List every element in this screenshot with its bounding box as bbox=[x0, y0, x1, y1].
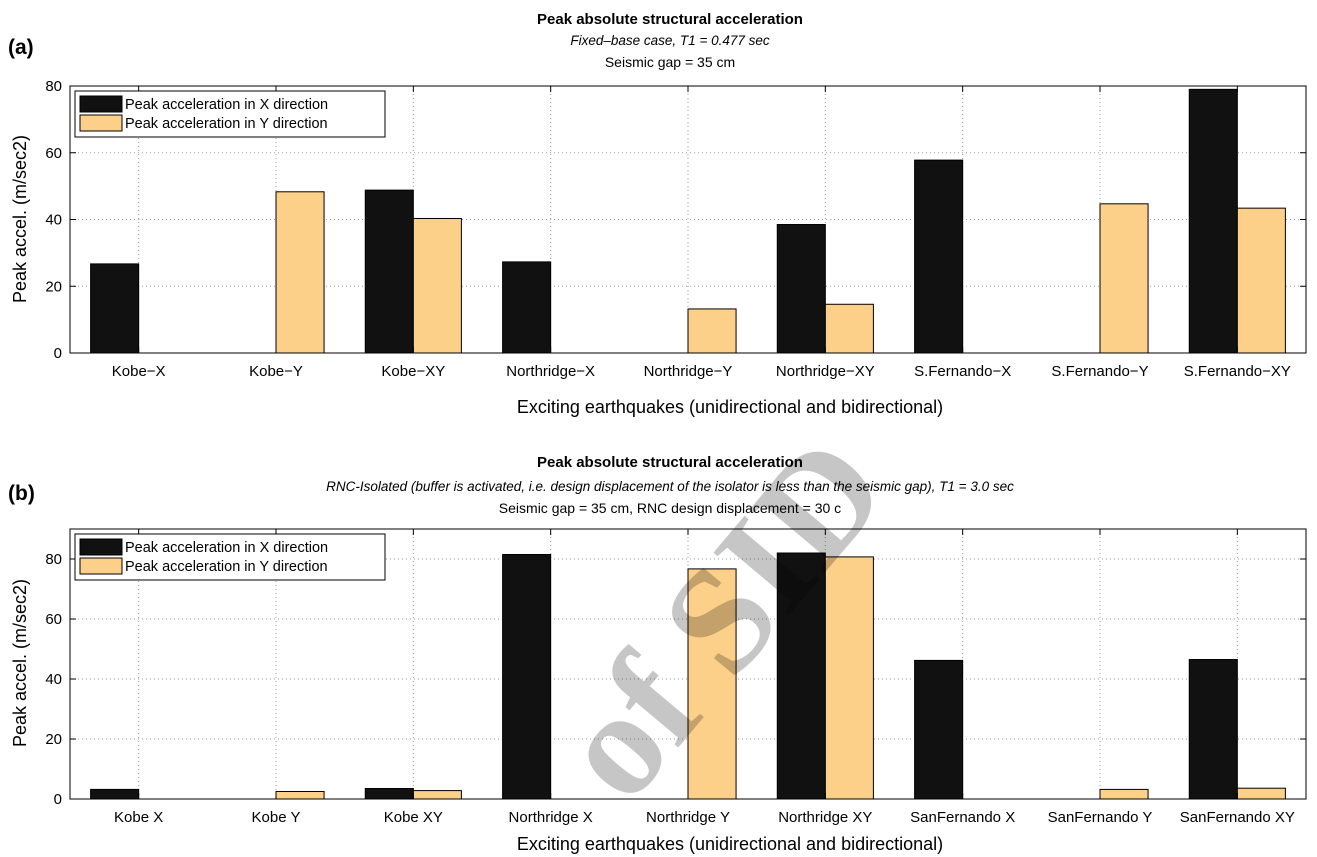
x-tick-label: SanFernando X bbox=[910, 809, 1015, 826]
panel-a-bar-x-8 bbox=[1188, 88, 1238, 354]
panel-a-bar-x-2 bbox=[364, 189, 414, 354]
panel-b-bar-y-5 bbox=[824, 556, 874, 800]
legend-label-x: Peak acceleration in X direction bbox=[125, 540, 328, 556]
legend-swatch-x bbox=[79, 538, 123, 556]
panel-a-title: Peak absolute structural acceleration bbox=[537, 11, 803, 28]
x-tick-label: Kobe−XY bbox=[381, 363, 445, 380]
x-tick-label: Northridge X bbox=[509, 809, 593, 826]
y-tick-label: 60 bbox=[45, 611, 62, 628]
legend-box bbox=[74, 90, 386, 138]
y-tick-label: 80 bbox=[45, 551, 62, 568]
x-tick-label: Kobe X bbox=[114, 809, 163, 826]
panel-b-subtitle2: Seismic gap = 35 cm, RNC design displace… bbox=[499, 500, 841, 516]
panel-a-bar-y-8 bbox=[1236, 207, 1286, 354]
y-tick-label: 0 bbox=[54, 791, 62, 808]
panel-a-bar-y-1 bbox=[275, 191, 325, 354]
panel-b-bars bbox=[90, 552, 1286, 800]
panel-a-bar-y-5 bbox=[824, 303, 874, 354]
panel-b-label: (b) bbox=[8, 482, 35, 505]
x-tick-label: Northridge Y bbox=[646, 809, 730, 826]
panel-a-xlabel: Exciting earthquakes (unidirectional and… bbox=[517, 397, 943, 417]
legend-label-x: Peak acceleration in X direction bbox=[125, 97, 328, 113]
panel-b-bar-y-7 bbox=[1099, 788, 1149, 800]
panel-b-bar-x-8 bbox=[1188, 659, 1238, 800]
y-tick-label: 0 bbox=[54, 345, 62, 362]
y-tick-label: 40 bbox=[45, 671, 62, 688]
panel-b-bar-x-2 bbox=[364, 788, 414, 800]
panel-a-subtitle2: Seismic gap = 35 cm bbox=[605, 54, 735, 70]
panel-b-bar-y-1 bbox=[275, 791, 325, 800]
x-tick-label: S.Fernando−XY bbox=[1184, 363, 1291, 380]
panel-a-bar-x-0 bbox=[90, 263, 140, 354]
panel-b-bar-y-2 bbox=[412, 790, 462, 800]
x-tick-label: Northridge XY bbox=[778, 809, 872, 826]
y-tick-label: 20 bbox=[45, 278, 62, 295]
panel-a-plot: 0 20 40 60 80 Kobe−X Kobe−Y Kobe−XY Northridge−X… bbox=[45, 78, 1307, 380]
y-tick-label: 80 bbox=[45, 78, 62, 95]
legend-swatch-y bbox=[79, 114, 123, 132]
x-tick-label: Kobe Y bbox=[252, 809, 301, 826]
y-tick-label: 60 bbox=[45, 145, 62, 162]
panel-a: (a) Peak absolute structural acceleratio… bbox=[8, 11, 1307, 417]
panel-b-bar-x-0 bbox=[90, 788, 140, 800]
panel-a-x-ticks: Kobe−X Kobe−Y Kobe−XY Northridge−X Northridg… bbox=[112, 86, 1291, 380]
panel-a-subtitle: Fixed–base case, T1 = 0.477 sec bbox=[570, 33, 769, 48]
panel-b-title: Peak absolute structural acceleration bbox=[537, 454, 803, 471]
panel-a-bar-y-4 bbox=[687, 308, 737, 354]
panel-b-bar-y-8 bbox=[1236, 787, 1286, 800]
y-tick-label: 40 bbox=[45, 212, 62, 229]
x-tick-label: Northridge−X bbox=[506, 363, 595, 380]
x-tick-label: S.Fernando−Y bbox=[1051, 363, 1148, 380]
x-tick-label: S.Fernando−X bbox=[914, 363, 1011, 380]
panel-a-bars bbox=[90, 88, 1286, 354]
legend-box bbox=[74, 533, 386, 581]
panel-b-legend: Peak acceleration in X direction Peak acc… bbox=[74, 533, 386, 581]
panel-a-legend: Peak acceleration in X direction Peak acc… bbox=[74, 90, 386, 138]
panel-b-xlabel: Exciting earthquakes (unidirectional and… bbox=[517, 834, 943, 854]
x-tick-label: SanFernando XY bbox=[1180, 809, 1295, 826]
legend-label-y: Peak acceleration in Y direction bbox=[125, 116, 328, 132]
panel-b: (b) Peak absolute structural acceleratio… bbox=[8, 454, 1307, 854]
panel-a-bar-y-2 bbox=[412, 217, 462, 354]
panel-b-x-ticks: Kobe X Kobe Y Kobe XY Northridge X Northridg… bbox=[114, 529, 1295, 826]
panel-a-ylabel: Peak accel. (m/sec2) bbox=[10, 135, 30, 303]
x-tick-label: Kobe−X bbox=[112, 363, 166, 380]
x-tick-label: SanFernando Y bbox=[1048, 809, 1153, 826]
panel-b-bar-x-3 bbox=[502, 554, 552, 800]
panel-a-bar-x-5 bbox=[776, 224, 826, 354]
panel-b-plot: 0 20 40 60 80 Kobe X Kobe Y Kobe XY Northridge X… bbox=[45, 528, 1307, 826]
panel-a-bar-x-6 bbox=[914, 159, 964, 354]
panel-a-bar-y-7 bbox=[1099, 203, 1149, 354]
x-tick-label: Kobe−Y bbox=[249, 363, 303, 380]
panel-a-bar-x-3 bbox=[502, 261, 552, 354]
x-tick-label: Northridge−XY bbox=[776, 363, 875, 380]
panel-a-label: (a) bbox=[8, 36, 34, 59]
panel-b-y-ticks: 0 20 40 60 80 bbox=[45, 551, 1306, 808]
legend-label-y: Peak acceleration in Y direction bbox=[125, 559, 328, 575]
legend-swatch-x bbox=[79, 95, 123, 113]
x-tick-label: Kobe XY bbox=[384, 809, 443, 826]
panel-b-ylabel: Peak accel. (m/sec2) bbox=[10, 579, 30, 747]
y-tick-label: 20 bbox=[45, 731, 62, 748]
panel-b-subtitle: RNC-Isolated (buffer is activated, i.e. … bbox=[326, 479, 1014, 494]
panel-b-bar-x-6 bbox=[914, 659, 964, 800]
legend-swatch-y bbox=[79, 557, 123, 575]
x-tick-label: Northridge−Y bbox=[644, 363, 733, 380]
panel-a-y-ticks: 0 20 40 60 80 bbox=[45, 78, 1306, 362]
panel-b-bar-y-4 bbox=[687, 568, 737, 800]
